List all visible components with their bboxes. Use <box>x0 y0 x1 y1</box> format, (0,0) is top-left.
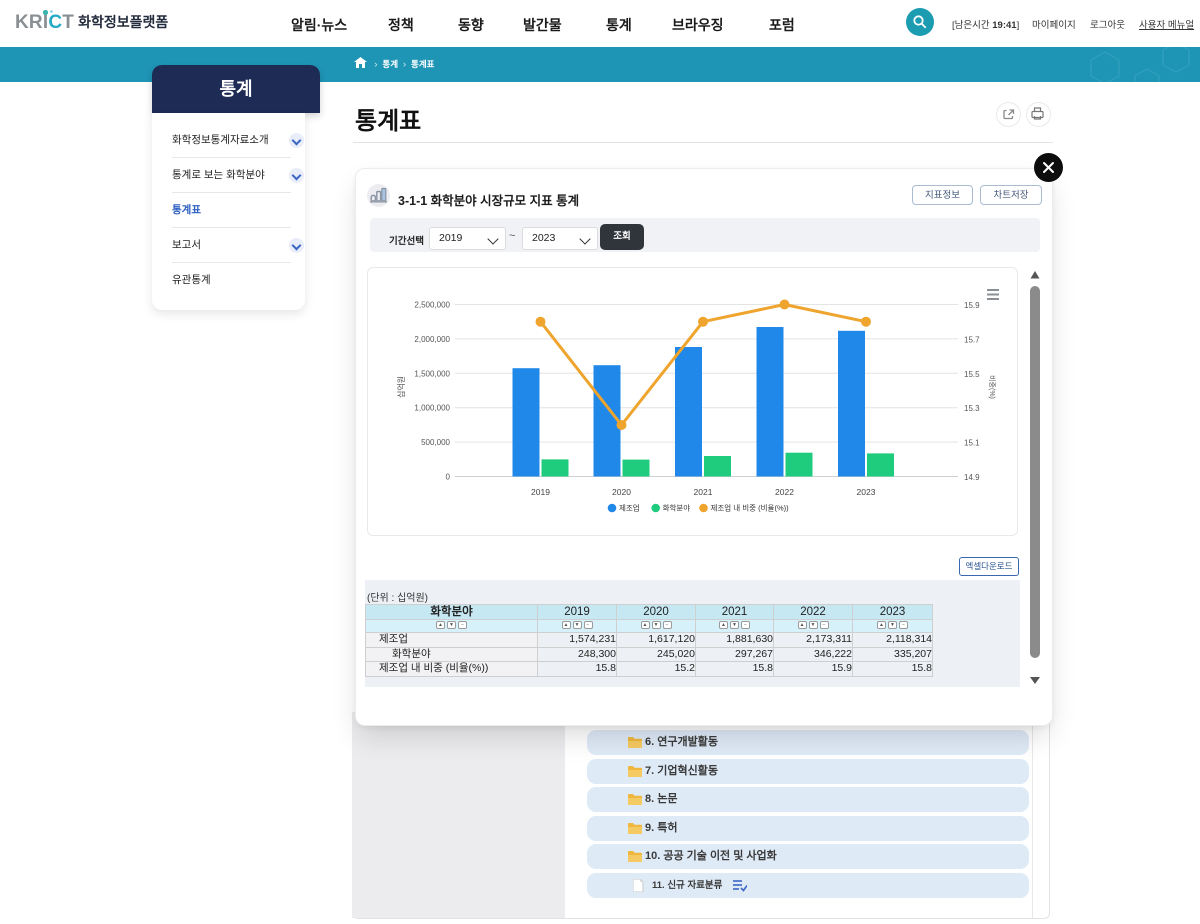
svg-text:2020: 2020 <box>612 487 631 497</box>
svg-text:비중(%): 비중(%) <box>988 375 997 399</box>
svg-text:2022: 2022 <box>775 487 794 497</box>
svg-text:15.9: 15.9 <box>964 301 980 310</box>
svg-text:2,500,000: 2,500,000 <box>414 301 450 310</box>
svg-text:0: 0 <box>446 473 451 482</box>
svg-text:2021: 2021 <box>694 487 713 497</box>
svg-text:1,000,000: 1,000,000 <box>414 404 450 413</box>
svg-text:15.5: 15.5 <box>964 370 980 379</box>
svg-text:14.9: 14.9 <box>964 473 980 482</box>
svg-text:화학분야: 화학분야 <box>663 503 691 513</box>
svg-text:2019: 2019 <box>531 487 550 497</box>
svg-text:2023: 2023 <box>857 487 876 497</box>
svg-text:15.1: 15.1 <box>964 439 980 448</box>
svg-text:제조업 내 비중 (비율(%)): 제조업 내 비중 (비율(%)) <box>711 504 790 513</box>
svg-text:2,000,000: 2,000,000 <box>414 335 450 344</box>
svg-text:1,500,000: 1,500,000 <box>414 369 450 378</box>
svg-text:500,000: 500,000 <box>421 438 450 447</box>
svg-text:십억원: 십억원 <box>396 376 406 398</box>
svg-text:15.7: 15.7 <box>964 335 980 344</box>
svg-text:15.3: 15.3 <box>964 404 980 413</box>
svg-text:제조업: 제조업 <box>619 504 640 513</box>
